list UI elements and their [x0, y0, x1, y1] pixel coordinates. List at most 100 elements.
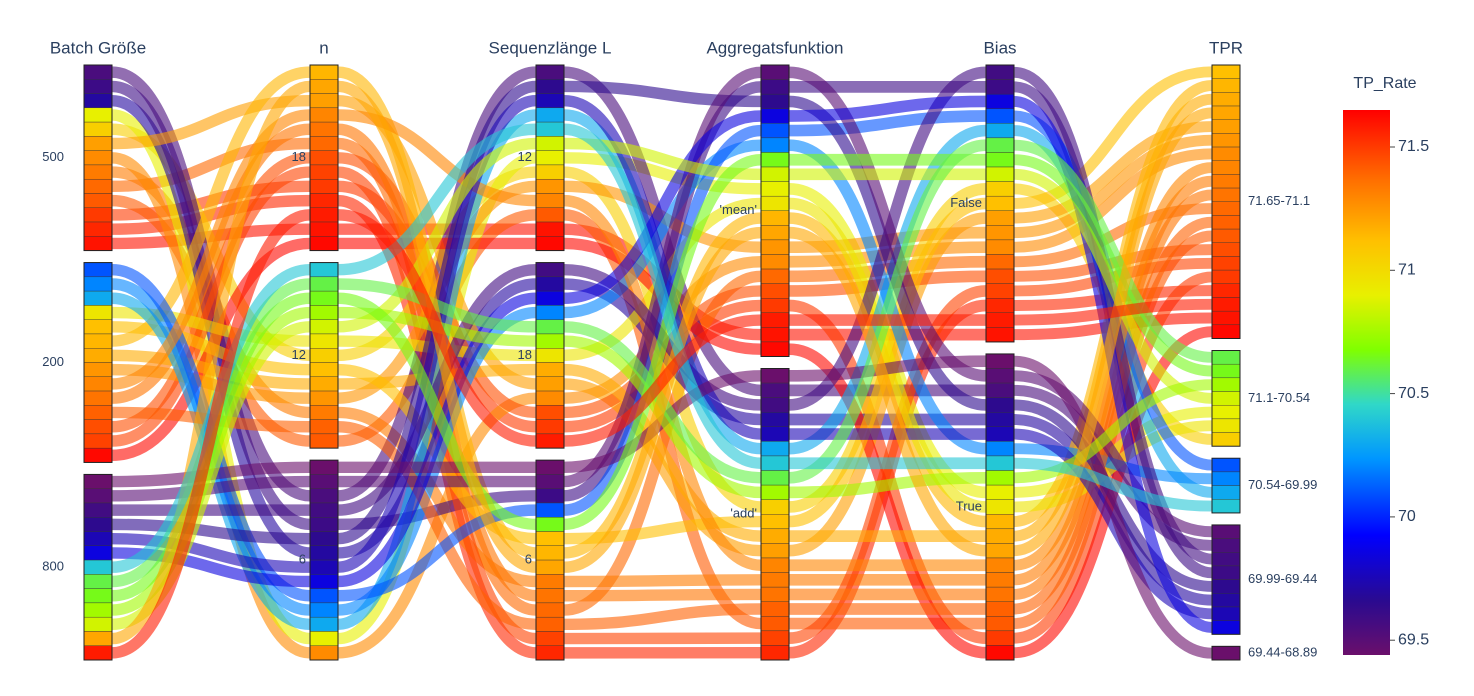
category-segment: [83, 559, 113, 575]
ribbon: [563, 574, 762, 588]
category-segment: [985, 312, 1015, 328]
category-segment: [83, 602, 113, 618]
category-segment: [1211, 256, 1241, 271]
category-segment: [535, 459, 565, 475]
category-segment: [760, 484, 790, 500]
category-segment: [309, 517, 339, 532]
dimension-label: Aggregatsfunktion: [706, 38, 843, 57]
category-segment: [309, 64, 339, 80]
category-segment: [535, 121, 565, 137]
category-segment: [535, 517, 565, 532]
category-segment: [83, 276, 113, 292]
category-segment: [83, 290, 113, 306]
category-segment: [83, 236, 113, 251]
category-segment: [83, 333, 113, 349]
category-segment: [760, 195, 790, 211]
ribbon: [788, 226, 987, 557]
category-segment: [1211, 78, 1241, 93]
category-segment: [309, 433, 339, 449]
category-segment: [985, 283, 1015, 299]
category-segment: [309, 107, 339, 123]
category-segment: [1211, 377, 1241, 392]
category-segment: [985, 572, 1015, 588]
category-segment: [760, 645, 790, 661]
ribbon: [1013, 139, 1213, 363]
ribbon: [563, 314, 762, 447]
category-segment: [760, 616, 790, 632]
ribbon: [1013, 370, 1213, 538]
category-segment: [1211, 92, 1241, 107]
category-segment: [1211, 363, 1241, 379]
category-label: True: [956, 498, 982, 513]
category-segment: [83, 193, 113, 208]
ribbon: [563, 154, 762, 531]
category-segment: [985, 137, 1015, 153]
category-segment: [1211, 228, 1241, 243]
ribbon: [337, 109, 537, 207]
category-segment: [309, 631, 339, 646]
category-segment: [83, 531, 113, 547]
category-segment: [535, 79, 565, 94]
category-segment: [1211, 593, 1241, 608]
category-segment: [985, 64, 1015, 80]
colorbar-title: TP_Rate: [1353, 75, 1416, 92]
category-segment: [1211, 187, 1241, 202]
category-segment: [985, 470, 1015, 486]
category-segment: [309, 333, 339, 349]
category-segment: [760, 152, 790, 168]
category-label: 12: [518, 149, 532, 164]
category-label: 200: [42, 354, 64, 369]
category-segment: [83, 64, 113, 80]
category-segment: [985, 195, 1015, 211]
category-bar: [309, 64, 339, 252]
category-segment: [985, 353, 1015, 369]
category-bar: [760, 368, 790, 661]
category-segment: [760, 312, 790, 328]
ribbon: [1013, 107, 1213, 557]
category-segment: [83, 150, 113, 166]
category-segment: [1211, 499, 1241, 514]
category-segment: [1211, 524, 1241, 539]
category-segment: [760, 123, 790, 139]
category-segment: [83, 178, 113, 194]
ribbon: [788, 343, 987, 659]
category-segment: [535, 348, 565, 363]
category-segment: [309, 502, 339, 518]
category-segment: [535, 474, 565, 489]
category-segment: [1211, 324, 1241, 339]
category-segment: [309, 221, 339, 237]
ribbon: [111, 518, 311, 545]
category-segment: [535, 64, 565, 80]
category-segment: [535, 319, 565, 335]
category-segment: [760, 268, 790, 284]
category-segment: [760, 181, 790, 197]
category-segment: [83, 207, 113, 223]
category-segment: [1211, 64, 1241, 79]
category-segment: [309, 262, 339, 278]
category-bar: [1211, 524, 1241, 635]
dimension-label: n: [319, 38, 328, 57]
category-segment: [535, 631, 565, 646]
category-segment: [985, 327, 1015, 343]
ribbon: [563, 94, 762, 440]
ribbon: [1013, 355, 1213, 659]
category-segment: [309, 236, 339, 251]
ribbon: [563, 226, 762, 573]
ribbon: [337, 123, 537, 276]
category-label: 800: [42, 559, 64, 574]
category-segment: [1211, 105, 1241, 120]
colorbar-tick-label: 69.5: [1398, 631, 1429, 648]
ribbon: [1013, 379, 1213, 484]
category-segment: [83, 474, 113, 489]
category-segment: [760, 426, 790, 442]
category-segment: [535, 376, 565, 392]
category-segment: [535, 559, 565, 575]
ribbon: [111, 109, 311, 390]
ribbon: [788, 197, 987, 513]
category-bar: [83, 473, 113, 661]
dimension-label: Sequenzlänge L: [489, 38, 612, 57]
category-segment: [985, 616, 1015, 632]
category-segment: [1211, 201, 1241, 216]
category-segment: [535, 178, 565, 194]
category-segment: [985, 601, 1015, 617]
